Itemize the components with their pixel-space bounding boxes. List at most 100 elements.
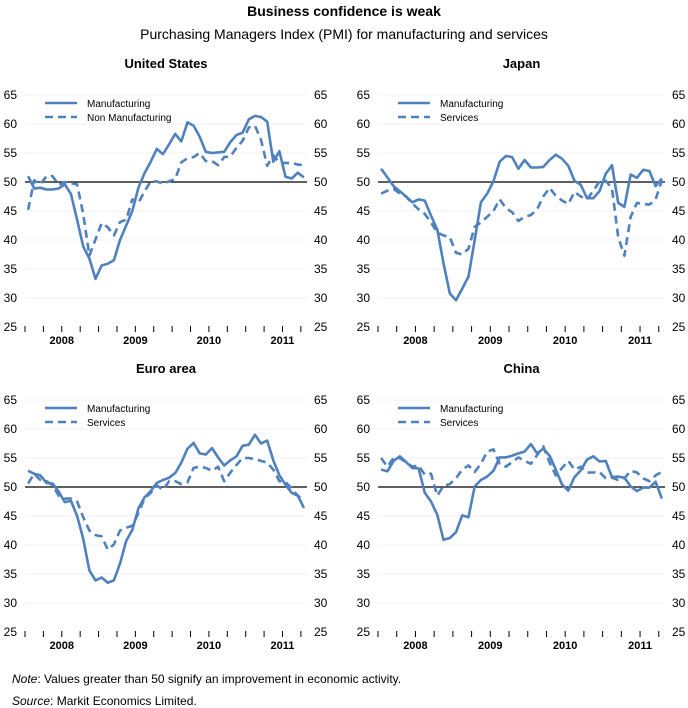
y-tick-label-right: 65 [314, 88, 328, 102]
series-line-services [380, 445, 663, 498]
y-tick-label-right: 40 [672, 538, 686, 552]
legend-label: Manufacturing [440, 99, 503, 110]
series-line-manufacturing [26, 114, 305, 281]
y-tick-label-right: 30 [672, 291, 686, 305]
x-tick-label: 2010 [197, 335, 221, 347]
y-tick-label-left: 40 [357, 233, 371, 247]
note: Note: Values greater than 50 signify an … [12, 672, 401, 686]
x-tick-label: 2008 [50, 640, 74, 652]
y-tick-label-left: 30 [357, 291, 371, 305]
series-line-manufacturing [380, 153, 663, 302]
x-tick-label: 2009 [123, 640, 147, 652]
y-tick-label-right: 55 [672, 451, 686, 465]
y-tick-label-left: 50 [4, 175, 18, 189]
y-tick-label-right: 35 [672, 262, 686, 276]
y-tick-label-left: 25 [357, 625, 371, 639]
y-tick-label-left: 30 [357, 596, 371, 610]
legend-label: Manufacturing [87, 404, 150, 415]
y-tick-label-left: 35 [357, 262, 371, 276]
y-tick-label-right: 45 [314, 509, 328, 523]
y-tick-label-right: 45 [672, 204, 686, 218]
y-tick-label-left: 45 [4, 204, 18, 218]
y-tick-label-left: 45 [357, 509, 371, 523]
y-tick-label-left: 55 [357, 451, 371, 465]
y-tick-label-right: 50 [672, 480, 686, 494]
y-tick-label-left: 60 [357, 117, 371, 131]
y-tick-label-left: 60 [4, 117, 18, 131]
y-tick-label-right: 35 [314, 567, 328, 581]
y-tick-label-left: 55 [357, 146, 371, 160]
source-label: Source [12, 694, 51, 708]
y-tick-label-left: 65 [357, 88, 371, 102]
y-tick-label-right: 25 [672, 625, 686, 639]
y-tick-label-right: 35 [314, 262, 328, 276]
y-tick-label-left: 60 [357, 422, 371, 436]
series-line-services [26, 456, 305, 551]
y-tick-label-right: 30 [314, 596, 328, 610]
legend-label: Services [440, 418, 478, 429]
legend-label: Manufacturing [440, 404, 503, 415]
y-tick-label-left: 25 [357, 320, 371, 334]
source-text: : Markit Economics Limited. [50, 694, 197, 708]
y-tick-label-right: 35 [672, 567, 686, 581]
x-tick-label: 2011 [628, 335, 652, 347]
y-tick-label-left: 45 [357, 204, 371, 218]
series-line-non-manufacturing [26, 124, 305, 257]
x-tick-label: 2008 [403, 335, 427, 347]
y-tick-label-left: 30 [4, 596, 18, 610]
legend-label: Manufacturing [87, 99, 150, 110]
y-tick-label-left: 40 [357, 538, 371, 552]
y-tick-label-left: 50 [357, 175, 371, 189]
y-tick-label-right: 30 [314, 291, 328, 305]
y-tick-label-left: 30 [4, 291, 18, 305]
y-tick-label-left: 65 [357, 393, 371, 407]
legend-label: Non Manufacturing [87, 113, 172, 124]
panel-title: China [503, 361, 540, 376]
y-tick-label-right: 45 [314, 204, 328, 218]
panel-title: United States [124, 56, 207, 71]
y-tick-label-left: 25 [4, 625, 18, 639]
y-tick-label-right: 30 [672, 596, 686, 610]
x-tick-label: 2009 [123, 335, 147, 347]
x-tick-label: 2011 [628, 640, 652, 652]
chart-panel: Euro area 25 25 30 30 35 35 40 40 45 45 50 50 55 55 60 6… [4, 361, 328, 652]
y-tick-label-right: 40 [314, 538, 328, 552]
y-tick-label-left: 65 [4, 88, 18, 102]
y-tick-label-left: 35 [4, 567, 18, 581]
y-tick-label-right: 25 [314, 320, 328, 334]
note-label: Note [12, 672, 38, 686]
x-tick-label: 2008 [403, 640, 427, 652]
y-tick-label-right: 55 [672, 146, 686, 160]
legend-label: Services [87, 418, 125, 429]
x-tick-label: 2010 [553, 640, 577, 652]
y-tick-label-right: 40 [672, 233, 686, 247]
y-tick-label-right: 65 [672, 88, 686, 102]
y-tick-label-right: 40 [314, 233, 328, 247]
y-tick-label-right: 55 [314, 146, 328, 160]
y-tick-label-right: 50 [672, 175, 686, 189]
figure-subtitle: Purchasing Managers Index (PMI) for manu… [140, 26, 548, 42]
y-tick-label-right: 25 [314, 625, 328, 639]
panel-title: Euro area [136, 361, 197, 376]
y-tick-label-left: 60 [4, 422, 18, 436]
panel-title: Japan [503, 56, 541, 71]
legend-label: Services [440, 113, 478, 124]
y-tick-label-right: 60 [672, 117, 686, 131]
x-tick-label: 2011 [271, 640, 295, 652]
series-line-manufacturing [27, 433, 306, 585]
y-tick-label-right: 50 [314, 175, 328, 189]
chart-panel: United States 25 25 30 30 35 35 40 40 45 45 50 50 55 5… [4, 56, 328, 347]
y-tick-label-right: 65 [672, 393, 686, 407]
y-tick-label-left: 40 [4, 538, 18, 552]
chart-panel: China 25 25 30 30 35 35 40 40 45 45 50 50 55 55 60 60 65 6… [357, 361, 686, 652]
series-line-manufacturing [380, 442, 664, 542]
x-tick-label: 2009 [478, 335, 502, 347]
source: Source: Markit Economics Limited. [12, 694, 197, 708]
y-tick-label-left: 55 [4, 146, 18, 160]
x-tick-label: 2011 [271, 335, 295, 347]
y-tick-label-left: 50 [4, 480, 18, 494]
y-tick-label-right: 25 [672, 320, 686, 334]
y-tick-label-left: 55 [4, 451, 18, 465]
chart-panel: Japan 25 25 30 30 35 35 40 40 45 45 50 50 55 55 60 60 65 6… [357, 56, 686, 347]
y-tick-label-left: 40 [4, 233, 18, 247]
